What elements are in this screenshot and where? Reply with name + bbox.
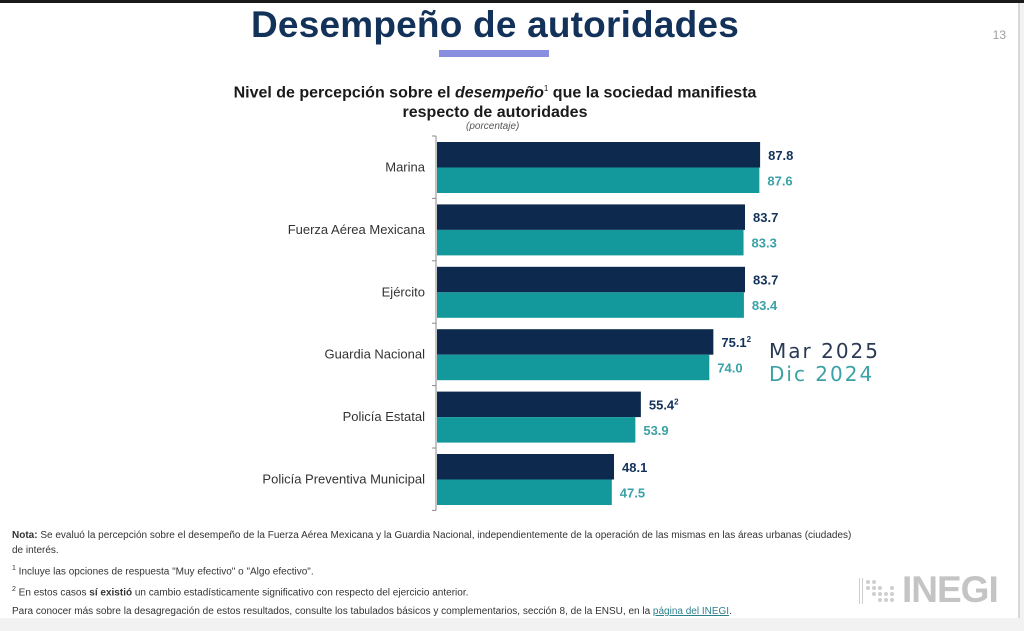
footnote-1: 1 Incluye las opciones de respuesta "Muy… <box>12 561 852 579</box>
category-label: Fuerza Aérea Mexicana <box>288 222 426 237</box>
footnote-2-bold: sí existió <box>89 587 133 599</box>
bar-dic-2024 <box>437 292 744 318</box>
bar-mar-2025 <box>437 204 746 230</box>
footnote-2: 2 En estos casos sí existió un cambio es… <box>12 582 852 600</box>
data-label: 87.6 <box>767 173 792 188</box>
inegi-logo-dots-icon <box>859 577 894 604</box>
bar-dic-2024 <box>437 479 612 505</box>
chart-title: Nivel de percepción sobre el desempeño1 … <box>0 79 990 123</box>
chart-title-sup: 1 <box>543 84 549 93</box>
more-info-text: Para conocer más sobre la desagregación … <box>12 605 653 617</box>
footnote-2-text-b: un cambio estadísticamente significativo… <box>132 587 469 599</box>
chart-title-part1: Nivel de percepción sobre el <box>233 84 455 102</box>
category-label: Guardia Nacional <box>325 347 426 362</box>
bar-dic-2024 <box>437 229 744 256</box>
category-label: Ejército <box>382 284 425 299</box>
data-label: 83.3 <box>752 236 777 251</box>
data-label: 74.0 <box>717 360 742 375</box>
data-label: 83.7 <box>753 210 778 225</box>
chart-title-part2: que la sociedad manifiesta <box>548 84 757 102</box>
category-label: Policía Estatal <box>343 409 425 424</box>
data-label: 83.7 <box>753 273 778 288</box>
more-info: Para conocer más sobre la desagregación … <box>12 604 852 619</box>
data-label: 87.8 <box>768 148 793 163</box>
footnotes: Nota: Se evaluó la percepción sobre el d… <box>12 528 852 619</box>
bar-dic-2024 <box>437 354 710 381</box>
data-label: 53.9 <box>643 423 668 438</box>
inegi-page-link[interactable]: página del INEGI <box>652 605 730 617</box>
footnote-1-text: Incluye las opciones de respuesta "Muy e… <box>15 566 314 578</box>
note-label: Nota: <box>12 530 38 541</box>
inegi-logo: INEGI <box>858 569 999 610</box>
legend-entry-mar-2025: Mar 2025 <box>769 339 880 363</box>
bar-mar-2025 <box>437 266 746 293</box>
category-label: Marina <box>385 160 426 175</box>
top-border <box>0 0 1024 3</box>
bar-mar-2025 <box>437 391 641 418</box>
bar-dic-2024 <box>437 417 636 443</box>
note-text: Se evaluó la percepción sobre el desempe… <box>12 530 852 556</box>
significance-mark: 2 <box>674 397 679 406</box>
data-label: 47.5 <box>620 485 645 500</box>
page-number: 13 <box>992 28 1006 42</box>
data-label: 48.1 <box>622 460 647 475</box>
bar-mar-2025 <box>437 454 615 480</box>
significance-mark: 2 <box>747 335 752 344</box>
category-label: Policía Preventiva Municipal <box>262 472 425 487</box>
data-label: 83.4 <box>752 298 778 313</box>
data-label: 75.12 <box>721 335 751 350</box>
footnote-2-text-a: En estos casos <box>15 587 90 599</box>
more-info-end: . <box>729 605 732 617</box>
bar-mar-2025 <box>437 329 714 355</box>
slide-title: Desempeño de autoridades <box>251 4 739 45</box>
footnote-1-mark: 1 <box>12 565 16 572</box>
footnote-2-mark: 2 <box>12 586 16 594</box>
legend-entry-dic-2024: Dic 2024 <box>769 362 875 386</box>
bar-chart: Marina 87.8 87.6 Fuerza Aérea Mexicana 83.7 8… <box>262 135 793 511</box>
bar-mar-2025 <box>437 142 761 168</box>
title-underline <box>439 50 549 57</box>
chart-unit: (porcentaje) <box>466 121 520 132</box>
inegi-logo-text: INEGI <box>902 569 999 610</box>
chart-title-line2: respecto de autoridades <box>402 104 588 122</box>
note: Nota: Se evaluó la percepción sobre el d… <box>12 528 852 558</box>
chart-title-italic: desempeño <box>454 84 544 102</box>
bar-dic-2024 <box>437 167 760 193</box>
data-label: 55.42 <box>649 397 679 412</box>
